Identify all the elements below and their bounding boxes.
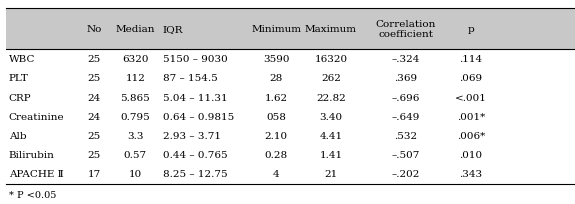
Text: 112: 112 (125, 74, 145, 83)
Text: CRP: CRP (9, 93, 31, 102)
Bar (6, 9, 575, 50)
Text: 1.41: 1.41 (319, 151, 343, 160)
Text: –.507: –.507 (392, 151, 420, 160)
Text: 25: 25 (87, 74, 101, 83)
Text: p: p (467, 25, 474, 34)
Text: 24: 24 (87, 112, 101, 121)
Text: 16320: 16320 (315, 55, 347, 64)
Text: WBC: WBC (9, 55, 35, 64)
Text: Creatinine: Creatinine (9, 112, 64, 121)
Text: 0.57: 0.57 (124, 151, 147, 160)
Text: –.649: –.649 (392, 112, 420, 121)
Text: .069: .069 (459, 74, 482, 83)
Text: –.696: –.696 (392, 93, 420, 102)
Text: –.202: –.202 (392, 170, 420, 178)
Text: IQR: IQR (163, 25, 183, 34)
Text: Alb: Alb (9, 131, 26, 140)
Text: .369: .369 (394, 74, 417, 83)
Text: 2.10: 2.10 (264, 131, 288, 140)
Text: 28: 28 (270, 74, 283, 83)
Text: .532: .532 (394, 131, 417, 140)
Text: 17: 17 (87, 170, 101, 178)
Text: 4.41: 4.41 (319, 131, 343, 140)
Text: 1.62: 1.62 (264, 93, 288, 102)
Text: Maximum: Maximum (305, 25, 357, 34)
Text: 0.795: 0.795 (121, 112, 150, 121)
Text: Median: Median (116, 25, 155, 34)
Text: .001*: .001* (457, 112, 485, 121)
Text: 0.64 – 0.9815: 0.64 – 0.9815 (163, 112, 234, 121)
Text: * P <0.05: * P <0.05 (9, 190, 56, 199)
Text: 0.28: 0.28 (264, 151, 288, 160)
Text: 0.44 – 0.765: 0.44 – 0.765 (163, 151, 227, 160)
Text: –.324: –.324 (392, 55, 420, 64)
Text: 058: 058 (266, 112, 286, 121)
Text: 2.93 – 3.71: 2.93 – 3.71 (163, 131, 221, 140)
Text: Minimum: Minimum (251, 25, 301, 34)
Text: .114: .114 (459, 55, 482, 64)
Text: 5.865: 5.865 (121, 93, 150, 102)
Text: 3.40: 3.40 (319, 112, 343, 121)
Text: .010: .010 (459, 151, 482, 160)
Text: 3.3: 3.3 (127, 131, 144, 140)
Text: 25: 25 (87, 55, 101, 64)
Text: 5150 – 9030: 5150 – 9030 (163, 55, 228, 64)
Text: 3590: 3590 (263, 55, 290, 64)
Text: 87 – 154.5: 87 – 154.5 (163, 74, 217, 83)
Text: No: No (87, 25, 102, 34)
Text: <.001: <.001 (455, 93, 487, 102)
Text: 8.25 – 12.75: 8.25 – 12.75 (163, 170, 227, 178)
Text: PLT: PLT (9, 74, 29, 83)
Text: .343: .343 (459, 170, 482, 178)
Text: 262: 262 (321, 74, 341, 83)
Text: 10: 10 (129, 170, 142, 178)
Text: 25: 25 (87, 151, 101, 160)
Text: .006*: .006* (457, 131, 485, 140)
Text: Correlation
coefficient: Correlation coefficient (375, 20, 436, 39)
Text: APACHE Ⅱ: APACHE Ⅱ (9, 170, 63, 178)
Text: 25: 25 (87, 131, 101, 140)
Text: 6320: 6320 (122, 55, 149, 64)
Text: 21: 21 (324, 170, 338, 178)
Text: 22.82: 22.82 (316, 93, 346, 102)
Text: 24: 24 (87, 93, 101, 102)
Text: 5.04 – 11.31: 5.04 – 11.31 (163, 93, 227, 102)
Text: 4: 4 (273, 170, 279, 178)
Text: Bilirubin: Bilirubin (9, 151, 55, 160)
